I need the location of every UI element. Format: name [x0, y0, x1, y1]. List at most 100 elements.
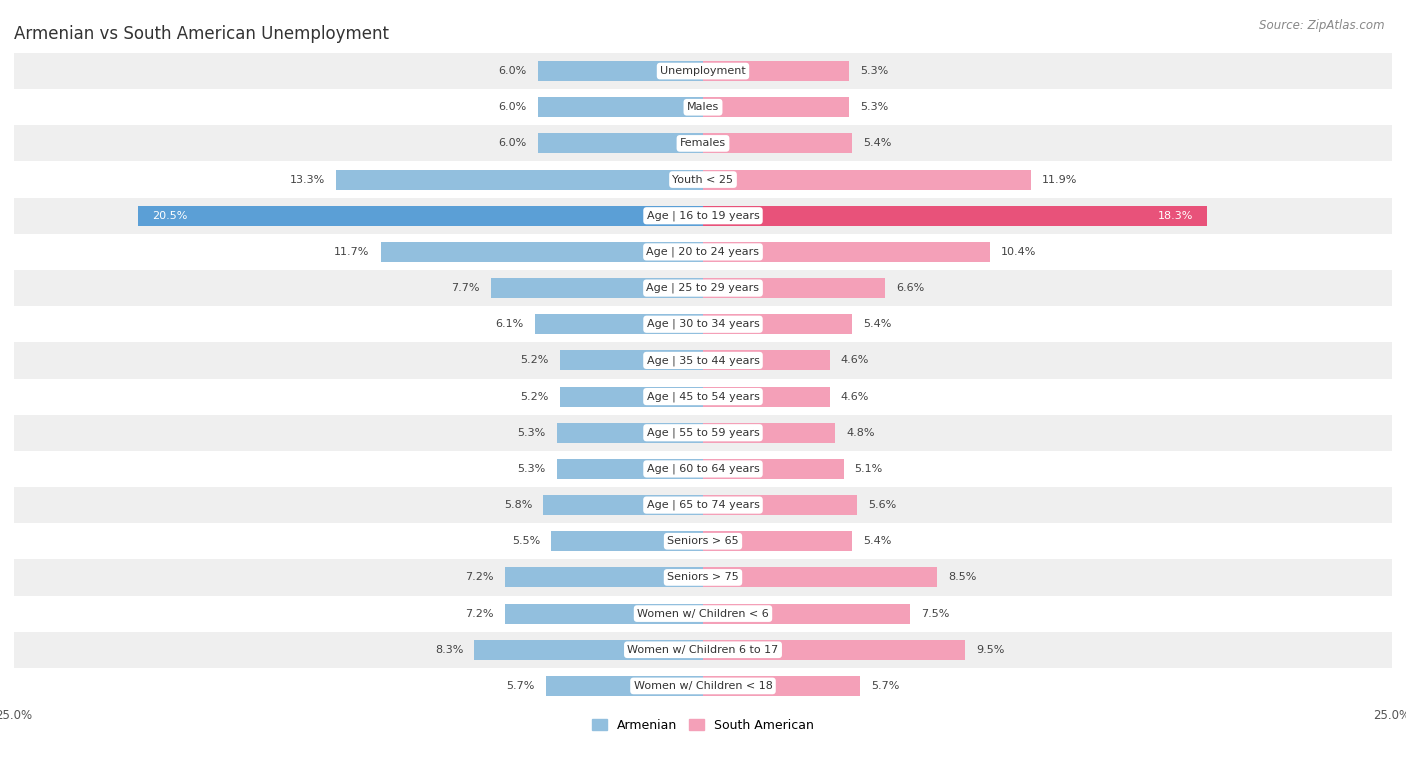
Bar — [703, 603, 910, 624]
Bar — [551, 531, 703, 551]
Bar — [14, 198, 1392, 234]
Bar — [534, 314, 703, 334]
Bar — [560, 387, 703, 407]
Bar — [14, 523, 1392, 559]
Text: Age | 30 to 34 years: Age | 30 to 34 years — [647, 319, 759, 329]
Bar — [505, 603, 703, 624]
Text: 7.5%: 7.5% — [921, 609, 949, 618]
Bar — [703, 170, 1031, 189]
Bar — [14, 487, 1392, 523]
Text: Age | 16 to 19 years: Age | 16 to 19 years — [647, 210, 759, 221]
Bar — [537, 133, 703, 154]
Bar — [381, 242, 703, 262]
Bar — [703, 676, 860, 696]
Text: Age | 60 to 64 years: Age | 60 to 64 years — [647, 464, 759, 474]
Text: Unemployment: Unemployment — [661, 66, 745, 76]
Text: Women w/ Children < 18: Women w/ Children < 18 — [634, 681, 772, 691]
Text: Age | 55 to 59 years: Age | 55 to 59 years — [647, 428, 759, 438]
Text: Source: ZipAtlas.com: Source: ZipAtlas.com — [1260, 19, 1385, 32]
Text: Armenian vs South American Unemployment: Armenian vs South American Unemployment — [14, 25, 389, 43]
Bar — [703, 242, 990, 262]
Text: 10.4%: 10.4% — [1001, 247, 1036, 257]
Bar — [537, 61, 703, 81]
Text: 18.3%: 18.3% — [1159, 210, 1194, 221]
Text: 8.3%: 8.3% — [434, 645, 463, 655]
Text: 8.5%: 8.5% — [948, 572, 977, 582]
Text: 6.6%: 6.6% — [896, 283, 924, 293]
Text: 6.0%: 6.0% — [498, 66, 527, 76]
Text: 5.2%: 5.2% — [520, 356, 548, 366]
Bar — [703, 314, 852, 334]
Text: 5.8%: 5.8% — [503, 500, 531, 510]
Bar — [14, 559, 1392, 596]
Text: 13.3%: 13.3% — [290, 175, 325, 185]
Bar — [336, 170, 703, 189]
Bar — [546, 676, 703, 696]
Bar — [14, 89, 1392, 126]
Text: 7.2%: 7.2% — [465, 572, 494, 582]
Bar — [14, 234, 1392, 270]
Text: 5.2%: 5.2% — [520, 391, 548, 401]
Text: Age | 65 to 74 years: Age | 65 to 74 years — [647, 500, 759, 510]
Text: 9.5%: 9.5% — [976, 645, 1004, 655]
Text: 5.3%: 5.3% — [517, 428, 546, 438]
Bar — [14, 415, 1392, 451]
Text: Seniors > 65: Seniors > 65 — [668, 536, 738, 547]
Text: 6.0%: 6.0% — [498, 102, 527, 112]
Text: 6.0%: 6.0% — [498, 139, 527, 148]
Text: Age | 45 to 54 years: Age | 45 to 54 years — [647, 391, 759, 402]
Text: 5.4%: 5.4% — [863, 536, 891, 547]
Text: 5.3%: 5.3% — [517, 464, 546, 474]
Text: 6.1%: 6.1% — [496, 319, 524, 329]
Bar — [703, 531, 852, 551]
Bar — [703, 206, 1208, 226]
Bar — [543, 495, 703, 515]
Bar — [703, 495, 858, 515]
Text: Youth < 25: Youth < 25 — [672, 175, 734, 185]
Bar — [14, 53, 1392, 89]
Text: 4.8%: 4.8% — [846, 428, 875, 438]
Bar — [14, 451, 1392, 487]
Text: 5.3%: 5.3% — [860, 102, 889, 112]
Text: 11.7%: 11.7% — [335, 247, 370, 257]
Bar — [14, 306, 1392, 342]
Text: 5.6%: 5.6% — [869, 500, 897, 510]
Text: Age | 20 to 24 years: Age | 20 to 24 years — [647, 247, 759, 257]
Bar — [14, 270, 1392, 306]
Bar — [491, 278, 703, 298]
Text: 5.4%: 5.4% — [863, 319, 891, 329]
Bar — [703, 459, 844, 479]
Text: Seniors > 75: Seniors > 75 — [666, 572, 740, 582]
Bar — [14, 161, 1392, 198]
Text: 5.1%: 5.1% — [855, 464, 883, 474]
Text: Males: Males — [688, 102, 718, 112]
Bar — [14, 342, 1392, 378]
Bar — [14, 596, 1392, 631]
Bar — [505, 568, 703, 587]
Bar — [14, 668, 1392, 704]
Text: 7.2%: 7.2% — [465, 609, 494, 618]
Bar — [14, 126, 1392, 161]
Bar — [703, 640, 965, 659]
Bar — [703, 568, 938, 587]
Text: 5.7%: 5.7% — [872, 681, 900, 691]
Text: Age | 25 to 29 years: Age | 25 to 29 years — [647, 283, 759, 293]
Text: 5.5%: 5.5% — [512, 536, 540, 547]
Bar — [703, 423, 835, 443]
Bar — [138, 206, 703, 226]
Text: Age | 35 to 44 years: Age | 35 to 44 years — [647, 355, 759, 366]
Bar — [557, 459, 703, 479]
Bar — [14, 631, 1392, 668]
Text: 5.3%: 5.3% — [860, 66, 889, 76]
Bar — [703, 98, 849, 117]
Text: Women w/ Children < 6: Women w/ Children < 6 — [637, 609, 769, 618]
Bar — [557, 423, 703, 443]
Legend: Armenian, South American: Armenian, South American — [586, 714, 820, 737]
Text: 5.7%: 5.7% — [506, 681, 534, 691]
Text: 11.9%: 11.9% — [1042, 175, 1077, 185]
Bar — [703, 387, 830, 407]
Text: 4.6%: 4.6% — [841, 356, 869, 366]
Bar — [703, 61, 849, 81]
Text: 20.5%: 20.5% — [152, 210, 187, 221]
Text: 7.7%: 7.7% — [451, 283, 479, 293]
